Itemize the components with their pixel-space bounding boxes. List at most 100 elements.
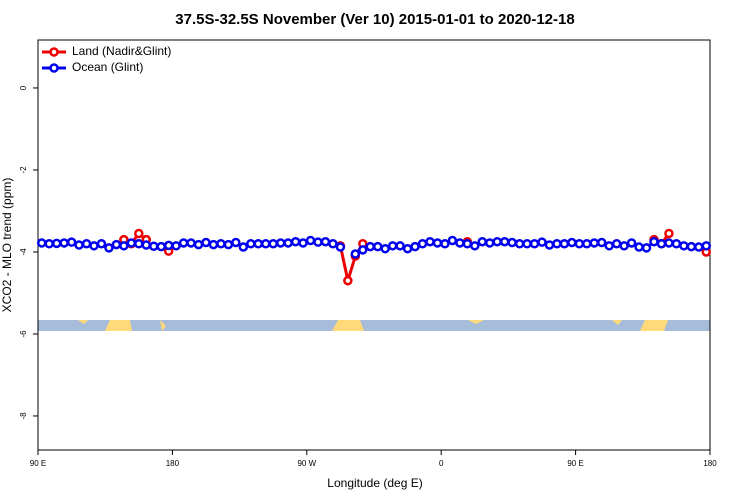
legend-label: Ocean (Glint) bbox=[72, 60, 143, 74]
point bbox=[216, 239, 226, 249]
point bbox=[522, 239, 532, 249]
point bbox=[432, 238, 443, 248]
point bbox=[402, 243, 413, 254]
point bbox=[126, 238, 137, 248]
point bbox=[679, 241, 689, 251]
y-tick-label: -2 bbox=[19, 166, 28, 174]
point bbox=[589, 238, 600, 248]
point bbox=[246, 239, 256, 249]
point bbox=[470, 241, 480, 251]
legend-marker bbox=[49, 63, 59, 73]
point bbox=[283, 238, 293, 248]
point bbox=[656, 239, 667, 249]
point bbox=[320, 236, 331, 247]
point bbox=[372, 241, 383, 252]
point bbox=[141, 240, 152, 250]
point bbox=[313, 237, 323, 247]
point bbox=[380, 243, 390, 254]
point bbox=[552, 239, 562, 249]
point bbox=[231, 237, 241, 248]
point bbox=[134, 228, 144, 239]
point bbox=[484, 238, 495, 248]
point bbox=[171, 241, 181, 251]
point bbox=[462, 239, 473, 249]
point bbox=[260, 239, 271, 249]
legend-label: Land (Nadir&Glint) bbox=[72, 44, 171, 58]
x-tick-label: 90 E bbox=[30, 459, 46, 468]
point bbox=[410, 241, 420, 252]
point bbox=[223, 239, 234, 250]
point bbox=[514, 239, 525, 249]
point bbox=[477, 236, 488, 247]
chart-title: 37.5S-32.5S November (Ver 10) 2015-01-01… bbox=[175, 11, 574, 28]
point bbox=[305, 235, 316, 246]
point bbox=[358, 245, 368, 255]
point bbox=[343, 275, 353, 286]
point bbox=[701, 241, 712, 251]
point bbox=[387, 241, 398, 251]
point bbox=[36, 238, 47, 248]
point bbox=[208, 239, 219, 250]
point bbox=[335, 242, 346, 252]
point bbox=[440, 239, 450, 249]
point bbox=[634, 242, 644, 252]
point bbox=[134, 239, 144, 249]
point bbox=[365, 241, 376, 252]
point bbox=[417, 239, 428, 249]
map-strip bbox=[38, 320, 710, 331]
point bbox=[59, 238, 69, 248]
y-tick-label: -4 bbox=[19, 248, 28, 256]
point bbox=[186, 238, 196, 248]
point bbox=[178, 238, 189, 248]
point bbox=[44, 239, 54, 249]
y-tick-label: 0 bbox=[19, 85, 28, 90]
point bbox=[559, 239, 570, 249]
point bbox=[148, 241, 159, 251]
x-tick-label: 90 E bbox=[567, 459, 583, 468]
x-tick-label: 0 bbox=[439, 459, 444, 468]
x-tick-label: 180 bbox=[166, 459, 180, 468]
x-axis-label: Longitude (deg E) bbox=[327, 476, 422, 490]
point bbox=[156, 241, 166, 252]
point bbox=[193, 239, 204, 250]
point bbox=[694, 242, 704, 252]
point bbox=[328, 239, 338, 249]
point bbox=[119, 241, 129, 251]
point bbox=[298, 238, 308, 248]
point bbox=[163, 240, 174, 251]
point bbox=[275, 238, 286, 248]
point bbox=[395, 241, 405, 251]
point bbox=[492, 236, 502, 247]
point bbox=[96, 239, 107, 249]
point bbox=[81, 239, 92, 249]
point bbox=[507, 237, 517, 248]
point bbox=[567, 237, 577, 248]
point bbox=[611, 239, 622, 249]
point bbox=[66, 237, 77, 247]
point bbox=[253, 239, 264, 249]
point bbox=[350, 249, 361, 259]
point bbox=[529, 239, 540, 249]
x-tick-label: 180 bbox=[703, 459, 717, 468]
point bbox=[425, 236, 435, 247]
point bbox=[537, 237, 547, 247]
point bbox=[649, 236, 659, 247]
point bbox=[447, 235, 458, 246]
point bbox=[544, 240, 555, 250]
point bbox=[574, 239, 585, 249]
point bbox=[686, 241, 697, 252]
point bbox=[596, 237, 607, 248]
point bbox=[671, 239, 682, 249]
y-tick-label: -6 bbox=[19, 330, 28, 338]
point bbox=[619, 241, 629, 251]
point bbox=[626, 238, 637, 248]
point bbox=[664, 228, 674, 239]
point bbox=[201, 237, 211, 248]
point bbox=[51, 238, 62, 249]
legend-marker bbox=[49, 47, 59, 57]
y-axis-label: XCO2 - MLO trend (ppm) bbox=[0, 178, 14, 313]
point bbox=[111, 239, 122, 250]
point bbox=[268, 239, 278, 249]
point bbox=[104, 243, 114, 253]
